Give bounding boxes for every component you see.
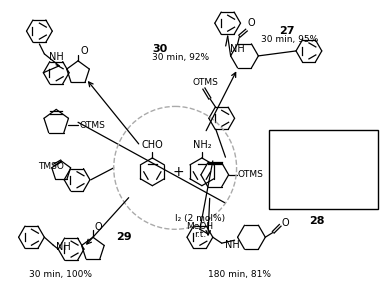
Text: 29: 29 xyxy=(116,232,131,242)
Text: O: O xyxy=(80,46,87,56)
Text: n-BuNH₂: n-BuNH₂ xyxy=(321,171,358,180)
Text: NH: NH xyxy=(56,242,71,252)
Text: r.t.: r.t. xyxy=(194,230,206,239)
Text: or: or xyxy=(321,160,330,168)
Text: NH: NH xyxy=(225,240,240,250)
Text: NH: NH xyxy=(49,52,64,62)
Text: O: O xyxy=(95,222,102,232)
Text: +: + xyxy=(172,165,184,179)
Text: No reaction: No reaction xyxy=(294,187,353,196)
Text: O: O xyxy=(248,18,255,28)
Text: O: O xyxy=(281,218,289,228)
Text: I₂ (2 mol%): I₂ (2 mol%) xyxy=(175,214,225,224)
Text: 30 min, 100%: 30 min, 100% xyxy=(29,270,92,279)
Text: NH₂: NH₂ xyxy=(193,140,211,150)
Text: 30: 30 xyxy=(152,44,168,54)
Text: 27: 27 xyxy=(279,26,295,36)
Text: CHO: CHO xyxy=(141,140,163,150)
Bar xyxy=(269,130,378,210)
Text: OTMS: OTMS xyxy=(193,77,219,87)
Text: 28: 28 xyxy=(309,216,324,226)
Text: MeOH: MeOH xyxy=(186,222,214,231)
Text: OTMS: OTMS xyxy=(238,170,264,179)
Text: CHO: CHO xyxy=(312,133,332,142)
Text: BnNH₂: BnNH₂ xyxy=(321,148,350,156)
Text: TMSO: TMSO xyxy=(38,162,64,171)
Text: 180 min, 81%: 180 min, 81% xyxy=(208,270,271,279)
Text: OTMS: OTMS xyxy=(79,121,105,130)
Text: 30 min, 95%: 30 min, 95% xyxy=(261,34,319,44)
Text: NH: NH xyxy=(230,44,244,54)
Text: 30 min, 92%: 30 min, 92% xyxy=(152,53,209,62)
